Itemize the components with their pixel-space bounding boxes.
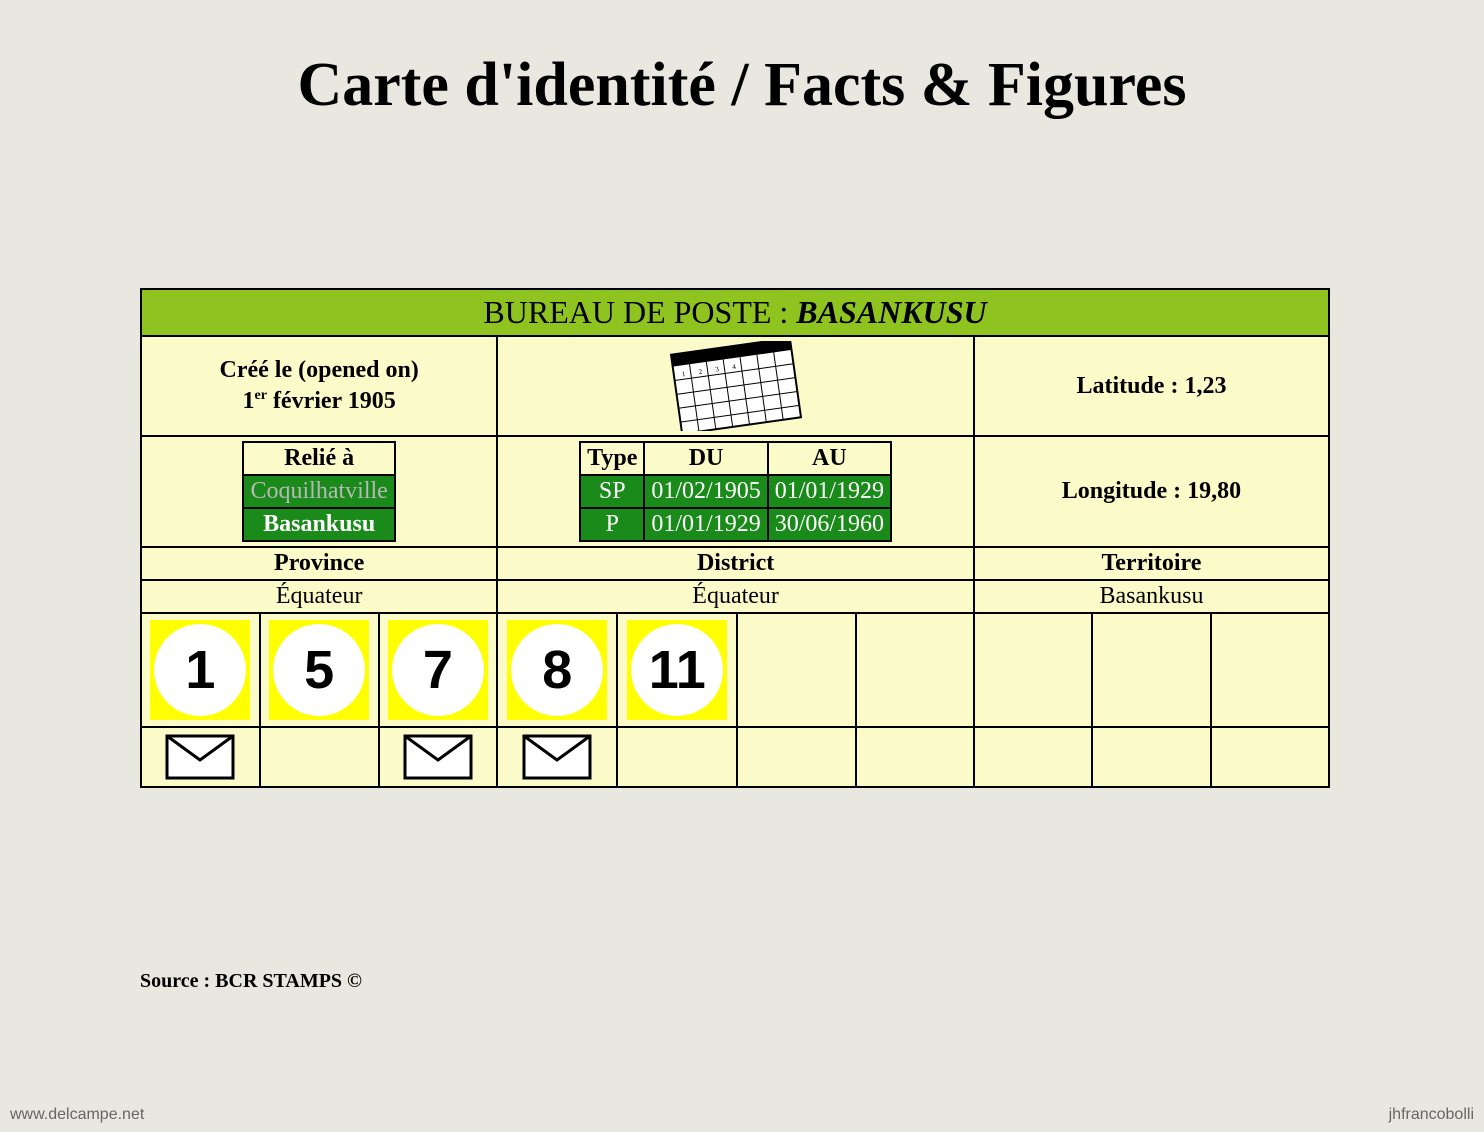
relie-header: Relié à (243, 442, 394, 475)
admin-label-1: District (497, 547, 974, 580)
number-cell-8 (1092, 613, 1210, 727)
created-date-prefix: 1 (243, 388, 255, 414)
type-h-2: AU (768, 442, 891, 475)
envelope-cell-5 (737, 727, 855, 787)
admin-label-0: Province (141, 547, 497, 580)
source-text: Source : BCR STAMPS © (140, 970, 362, 993)
envelope-icon (165, 734, 235, 780)
admin-value-1: Équateur (497, 580, 974, 613)
envelope-cell-2 (379, 727, 498, 787)
envelope-cell-7 (974, 727, 1092, 787)
number-circle-1: 5 (273, 624, 365, 716)
envelope-cell-1 (260, 727, 379, 787)
main-grid: Créé le (opened on) 1er février 1905 (140, 335, 1330, 788)
bureau-prefix: BUREAU DE POSTE : (483, 294, 796, 330)
type-r1c2: 30/06/1960 (768, 508, 891, 541)
number-cell-9 (1211, 613, 1329, 727)
latitude-label: Latitude : (1076, 373, 1184, 399)
number-cell-7 (974, 613, 1092, 727)
created-label: Créé le (opened on) (220, 357, 419, 383)
type-r1c0: P (580, 508, 644, 541)
envelope-cell-6 (856, 727, 974, 787)
admin-value-2: Basankusu (974, 580, 1329, 613)
calendar-icon: 1234 (666, 341, 806, 431)
number-cell-0: 1 (141, 613, 260, 727)
admin-value-row: Équateur Équateur Basankusu (141, 580, 1329, 613)
envelope-cell-0 (141, 727, 260, 787)
number-cell-2: 7 (379, 613, 498, 727)
number-circle-4: 11 (631, 624, 723, 716)
watermark-left: www.delcampe.net (10, 1106, 144, 1124)
type-table: Type DU AU SP 01/02/1905 01/01/1929 P 01… (579, 441, 892, 542)
facts-card: BUREAU DE POSTE : BASANKUSU Créé le (ope… (140, 288, 1330, 788)
type-h-0: Type (580, 442, 644, 475)
bureau-header: BUREAU DE POSTE : BASANKUSU (140, 288, 1330, 335)
relie-row-1: Basankusu (243, 508, 394, 541)
envelope-icon (403, 734, 473, 780)
relie-row-0: Coquilhatville (243, 475, 394, 508)
envelope-cell-9 (1211, 727, 1329, 787)
number-badge-1: 5 (269, 620, 369, 720)
relie-table: Relié à Coquilhatville Basankusu (242, 441, 395, 542)
longitude-label: Longitude : (1062, 478, 1187, 504)
envelope-cell-8 (1092, 727, 1210, 787)
number-badge-3: 8 (507, 620, 607, 720)
numbers-row: 1578 11 (141, 613, 1329, 727)
envelope-cell-4 (617, 727, 737, 787)
page-title: Carte d'identité / Facts & Figures (0, 0, 1484, 121)
latitude-value: 1,23 (1184, 373, 1226, 399)
created-date-sup: er (255, 388, 267, 403)
created-date-rest: février 1905 (267, 388, 396, 414)
type-r1c1: 01/01/1929 (644, 508, 767, 541)
envelopes-row (141, 727, 1329, 787)
type-r0c1: 01/02/1905 (644, 475, 767, 508)
number-cell-3: 8 (497, 613, 617, 727)
watermark-right: jhfrancobolli (1389, 1106, 1474, 1124)
admin-value-0: Équateur (141, 580, 497, 613)
longitude-cell: Longitude : 19,80 (974, 436, 1329, 547)
number-cell-5 (737, 613, 855, 727)
calendar-cell: 1234 (497, 336, 974, 436)
number-badge-4: 11 (627, 620, 727, 720)
type-cell: Type DU AU SP 01/02/1905 01/01/1929 P 01… (497, 436, 974, 547)
longitude-value: 19,80 (1187, 478, 1241, 504)
number-circle-0: 1 (154, 624, 246, 716)
type-h-1: DU (644, 442, 767, 475)
number-badge-0: 1 (150, 620, 250, 720)
number-circle-3: 8 (511, 624, 603, 716)
envelope-icon (522, 734, 592, 780)
latitude-cell: Latitude : 1,23 (974, 336, 1329, 436)
number-cell-6 (856, 613, 974, 727)
relie-cell: Relié à Coquilhatville Basankusu (141, 436, 497, 547)
number-circle-2: 7 (392, 624, 484, 716)
bureau-name: BASANKUSU (796, 294, 986, 330)
number-badge-2: 7 (388, 620, 488, 720)
created-cell: Créé le (opened on) 1er février 1905 (141, 336, 497, 436)
number-cell-1: 5 (260, 613, 379, 727)
number-cell-4: 11 (617, 613, 737, 727)
envelope-cell-3 (497, 727, 617, 787)
type-r0c0: SP (580, 475, 644, 508)
admin-label-2: Territoire (974, 547, 1329, 580)
admin-label-row: Province District Territoire (141, 547, 1329, 580)
type-r0c2: 01/01/1929 (768, 475, 891, 508)
